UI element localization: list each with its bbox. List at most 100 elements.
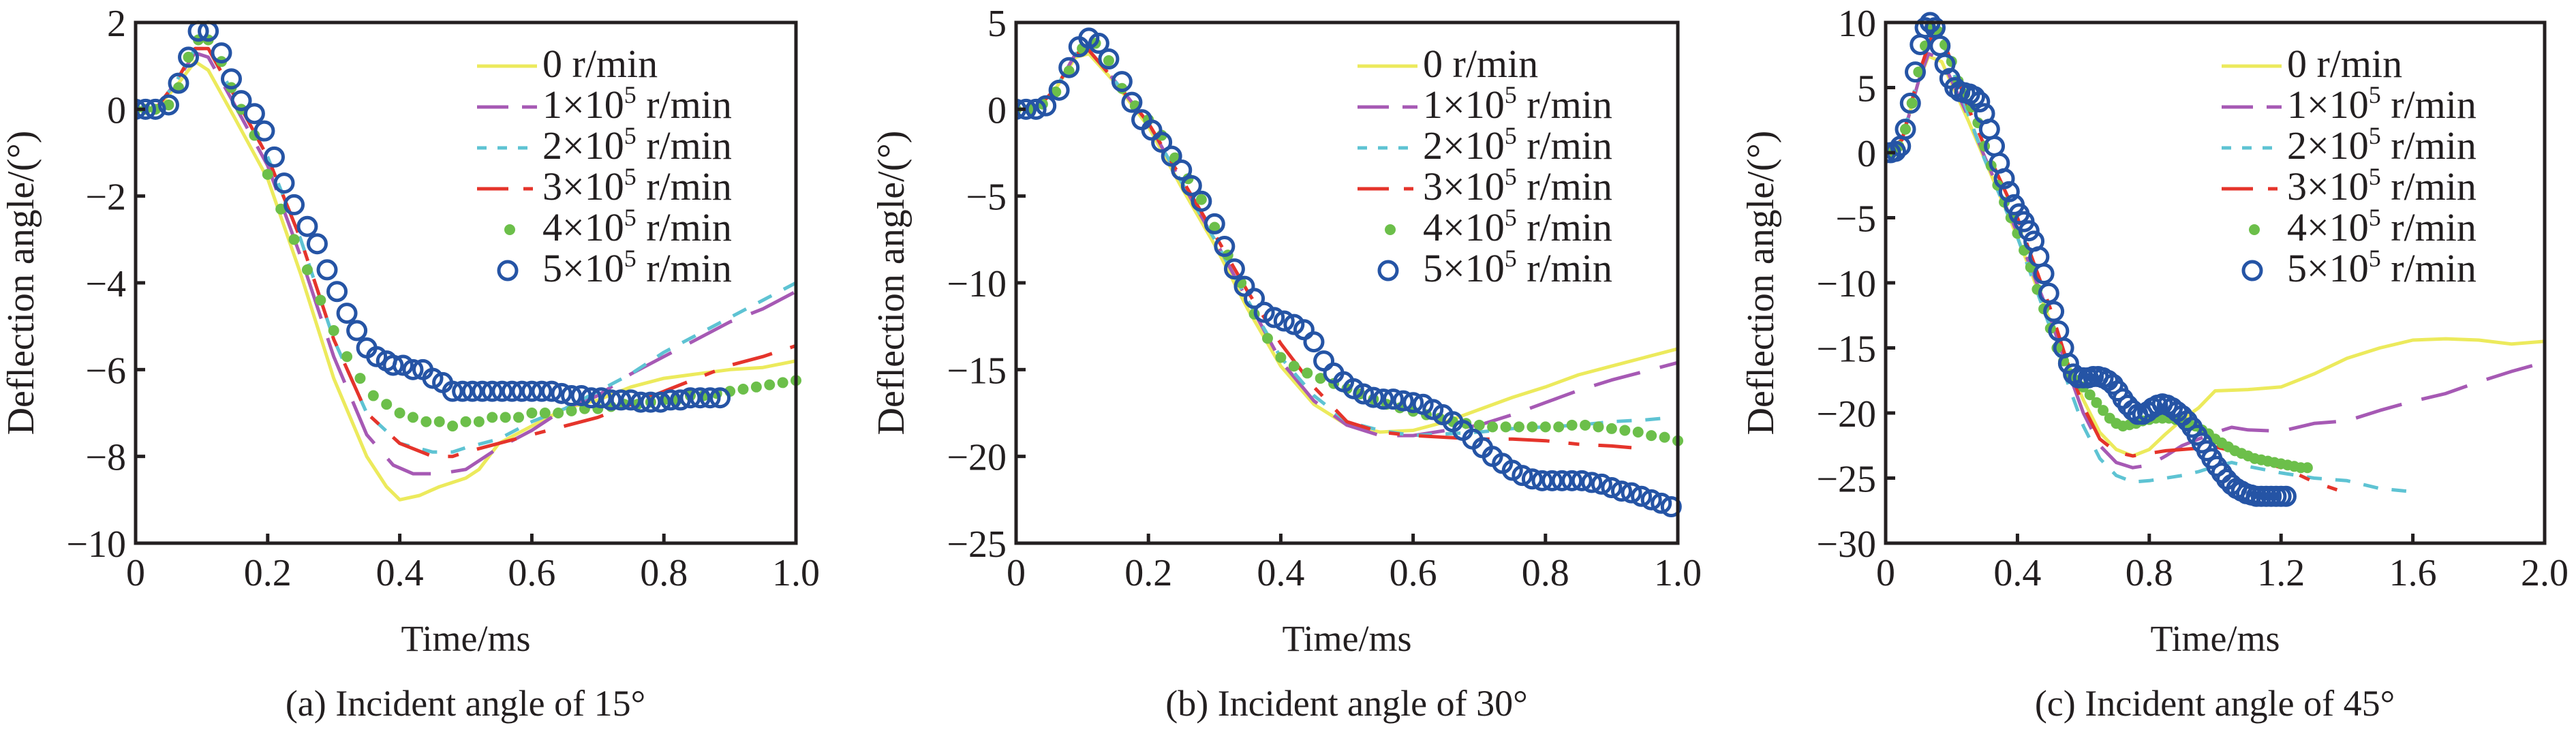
x-tick-label: 1.6: [2389, 552, 2437, 594]
data-point: [1473, 419, 1485, 431]
data-point: [777, 377, 788, 388]
data-point: [511, 380, 533, 402]
data-point: [1593, 421, 1604, 433]
legend-label: 4×105 r/min: [2287, 204, 2477, 249]
legend-label: 1×105 r/min: [542, 81, 732, 127]
data-point: [1048, 79, 1070, 101]
legend-marker: [504, 224, 515, 235]
y-tick-label: 0: [987, 89, 1007, 132]
y-tick-label: −25: [1816, 459, 1876, 501]
data-point: [1929, 35, 1951, 57]
x-tick-label: 0.4: [376, 552, 424, 594]
legend-label: 5×105 r/min: [2287, 245, 2477, 290]
data-point: [531, 380, 553, 402]
data-point: [433, 416, 445, 427]
data-point: [183, 51, 194, 63]
data-point: [1651, 492, 1672, 514]
data-point: [1899, 92, 1921, 114]
y-axis-label: Deflection angle/(°): [1740, 131, 1782, 435]
legend-label: 0 r/min: [542, 42, 658, 86]
series-group: [136, 20, 801, 502]
data-point: [1621, 482, 1642, 504]
data-point: [1151, 132, 1173, 153]
data-point: [2057, 352, 2079, 374]
data-point: [1209, 221, 1221, 233]
data-point: [1161, 145, 1182, 167]
data-point: [1025, 98, 1047, 120]
data-point: [394, 408, 405, 418]
y-tick-label: 5: [1857, 68, 1876, 110]
y-tick-label: −30: [1816, 523, 1876, 566]
data-point: [2018, 220, 2040, 242]
series-5-markers: [1016, 27, 1682, 518]
panel-a: 0 0.2 0.4 0.6 0.8 1.0 −10 −8 −6 −4 −2 0 2 Time/ms Defl…: [0, 3, 820, 724]
y-tick-label: −25: [947, 523, 1007, 566]
legend-label: 4×105 r/min: [542, 204, 732, 249]
data-point: [1900, 123, 1912, 135]
data-point: [1998, 181, 2020, 202]
data-point: [1261, 333, 1273, 344]
data-point: [1422, 399, 1444, 420]
data-point: [526, 408, 538, 418]
y-tick-label: −15: [1816, 328, 1876, 371]
data-point: [2063, 363, 2085, 385]
data-point: [551, 382, 572, 404]
data-point: [1275, 352, 1287, 363]
legend-marker: [2241, 260, 2263, 281]
data-point: [1561, 470, 1583, 491]
y-tick-label: −4: [85, 263, 126, 305]
data-point: [481, 380, 503, 402]
data-point: [336, 303, 358, 324]
legend-label: 4×105 r/min: [1423, 204, 1612, 249]
data-point: [1180, 174, 1202, 196]
y-tick-label: −10: [66, 523, 126, 566]
data-point: [1487, 421, 1499, 433]
data-point: [764, 379, 776, 391]
data-point: [1313, 350, 1335, 372]
data-point: [2043, 301, 2065, 322]
data-point: [1640, 489, 1662, 510]
data-point: [1619, 425, 1631, 436]
data-point: [178, 46, 200, 68]
data-point: [610, 389, 632, 411]
x-axis-label: Time/ms: [1282, 618, 1411, 659]
data-point: [1288, 361, 1300, 372]
data-point: [1315, 373, 1326, 384]
y-axis-label: Deflection angle/(°): [870, 131, 913, 435]
data-point: [2038, 282, 2059, 304]
data-point: [1606, 423, 1617, 434]
data-point: [487, 412, 498, 423]
data-point: [263, 146, 285, 168]
x-tick-label: 1.0: [772, 552, 820, 594]
data-point: [1521, 468, 1543, 490]
data-point: [1581, 472, 1603, 493]
data-point: [1103, 55, 1114, 67]
x-tick-label: 0.4: [1257, 552, 1304, 594]
legend-marker: [1377, 260, 1399, 281]
series-line-1: [1886, 52, 2545, 470]
y-tick-label: 0: [1857, 133, 1876, 175]
x-tick-label: 0.8: [2126, 552, 2173, 594]
data-point: [163, 99, 174, 110]
data-point: [1512, 465, 1533, 487]
data-point: [211, 42, 232, 64]
x-tick-label: 0.8: [640, 552, 688, 594]
data-point: [472, 380, 493, 402]
data-point: [521, 380, 542, 402]
y-tick-label: −20: [947, 437, 1007, 479]
data-point: [1631, 485, 1653, 507]
data-point: [447, 420, 459, 432]
data-point: [420, 416, 432, 427]
y-tick-label: 5: [987, 3, 1007, 45]
legend-label: 1×105 r/min: [2287, 81, 2477, 127]
data-point: [1353, 383, 1375, 405]
data-point: [1343, 378, 1364, 399]
y-tick-label: −6: [85, 350, 126, 392]
data-point: [1263, 307, 1285, 328]
data-point: [366, 346, 388, 367]
data-point: [1402, 392, 1424, 414]
data-point: [1303, 331, 1325, 353]
data-point: [316, 259, 338, 281]
